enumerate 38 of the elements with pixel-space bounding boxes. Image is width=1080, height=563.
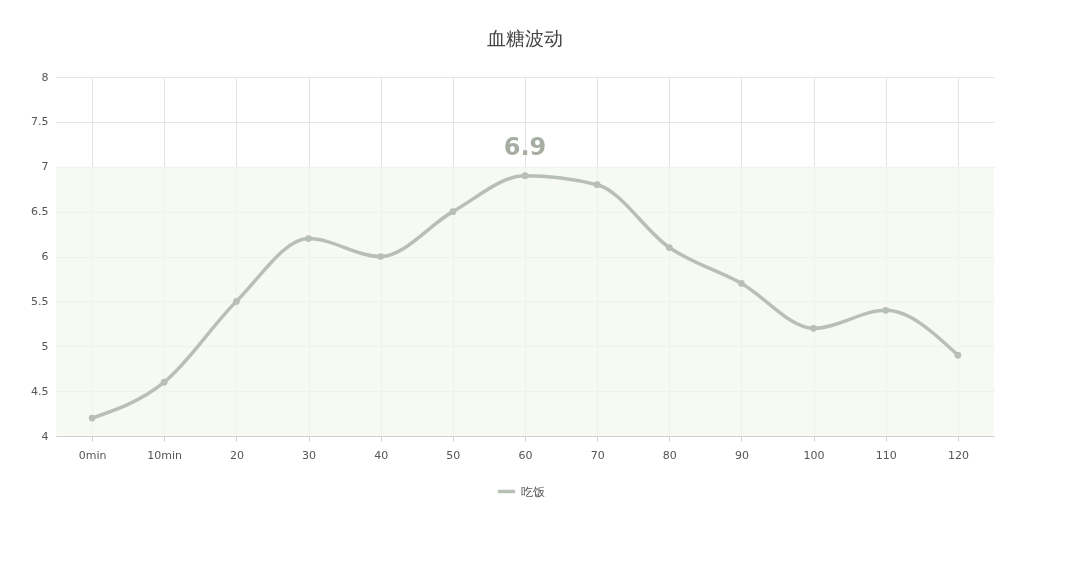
point bbox=[810, 324, 817, 332]
chart-title: 血糖波动 bbox=[487, 27, 563, 49]
point bbox=[521, 172, 529, 180]
point bbox=[593, 181, 601, 189]
point bbox=[665, 244, 673, 251]
x-tick-label: 50 bbox=[446, 448, 461, 462]
point bbox=[160, 378, 168, 386]
x-tick-label: 30 bbox=[302, 448, 317, 462]
point bbox=[233, 298, 240, 305]
point bbox=[88, 414, 96, 422]
point bbox=[305, 235, 312, 242]
point bbox=[738, 280, 745, 287]
x-tick-label: 100 bbox=[803, 448, 825, 462]
x-tick-label: 120 bbox=[947, 448, 969, 462]
y-tick-label: 7 bbox=[41, 160, 49, 174]
x-tick-label: 60 bbox=[518, 448, 533, 462]
x-tick-label: 0min bbox=[78, 448, 107, 462]
x-tick-label: 90 bbox=[734, 448, 749, 462]
x-tick-label: 20 bbox=[229, 448, 244, 462]
x-tick-label: 10min bbox=[147, 448, 183, 462]
x-tick-label: 110 bbox=[875, 448, 897, 462]
x-tick-label: 80 bbox=[662, 448, 677, 462]
y-tick-label: 4 bbox=[41, 429, 49, 443]
x-tick-label: 70 bbox=[590, 448, 605, 462]
y-tick-label: 6.5 bbox=[31, 205, 49, 219]
y-tick-label: 5.5 bbox=[31, 294, 49, 308]
y-tick-label: 7.5 bbox=[31, 115, 49, 129]
point bbox=[449, 208, 457, 215]
point bbox=[377, 253, 385, 260]
annotation: 6.9 bbox=[503, 132, 547, 161]
legend-label: 吃饭 bbox=[521, 484, 545, 499]
y-tick-label: 4.5 bbox=[31, 384, 49, 398]
x-tick-label: 40 bbox=[374, 448, 389, 462]
point bbox=[954, 351, 962, 359]
y-tick-label: 6 bbox=[41, 250, 49, 263]
y-tick-label: 8 bbox=[41, 70, 49, 84]
point bbox=[882, 307, 890, 314]
y-tick-label: 5 bbox=[41, 339, 49, 353]
